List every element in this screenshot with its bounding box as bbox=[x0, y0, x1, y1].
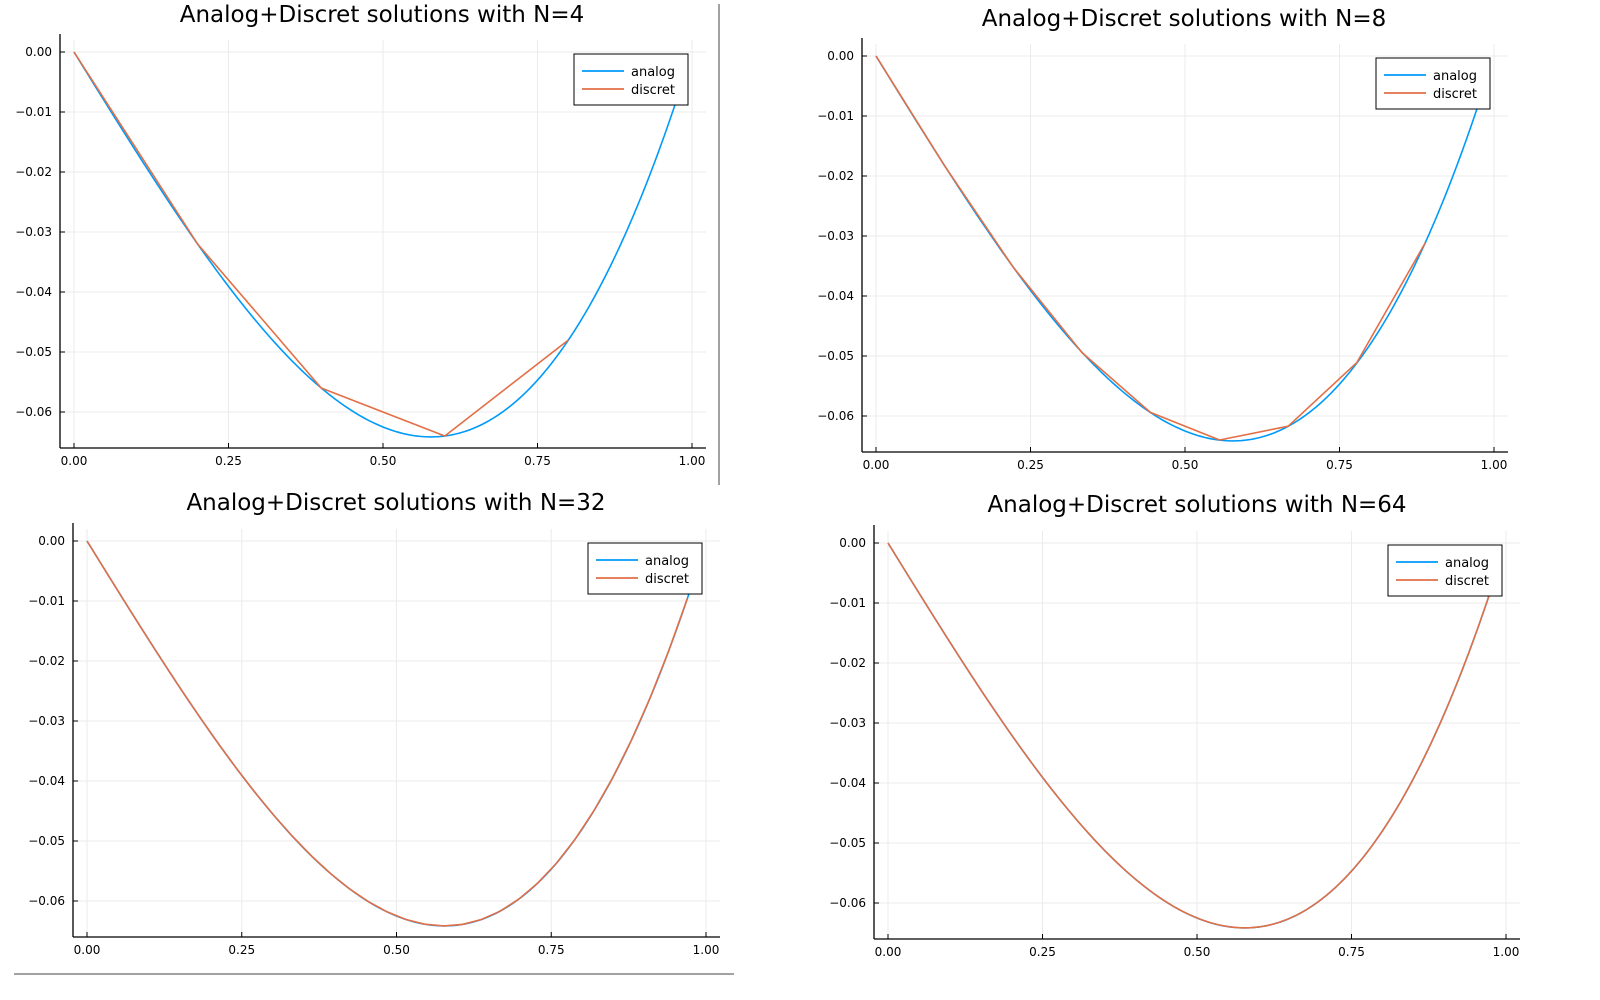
x-tick-label: 0.75 bbox=[538, 943, 565, 957]
y-tick-label: −0.01 bbox=[817, 109, 854, 123]
x-tick-label: 0.00 bbox=[863, 458, 890, 472]
x-tick-label: 0.50 bbox=[1172, 458, 1199, 472]
series-line-analog bbox=[86, 540, 701, 927]
series-line-analog bbox=[887, 542, 1501, 929]
plot-title: Analog+Discret solutions with N=64 bbox=[987, 492, 1406, 518]
y-tick-label: −0.04 bbox=[28, 774, 65, 788]
subplot-3: Analog+Discret solutions with N=32 0.00 0.… bbox=[28, 490, 720, 957]
y-tick-label: −0.01 bbox=[15, 105, 52, 119]
y-tick-label: 0.00 bbox=[827, 49, 854, 63]
y-tick-label: −0.01 bbox=[28, 594, 65, 608]
x-tick-label: 0.00 bbox=[875, 945, 902, 959]
x-tick-label: 0.50 bbox=[370, 454, 397, 468]
x-tick-label: 1.00 bbox=[693, 943, 720, 957]
series-line-discret bbox=[887, 542, 1498, 929]
x-tick-label: 0.25 bbox=[228, 943, 255, 957]
subplot-4: Analog+Discret solutions with N=64 0.00 0.… bbox=[829, 492, 1520, 959]
x-tick-label: 1.00 bbox=[1481, 458, 1508, 472]
series-line-discret bbox=[73, 51, 569, 437]
plot-title: Analog+Discret solutions with N=32 bbox=[186, 490, 605, 516]
y-tick-label: −0.03 bbox=[829, 716, 866, 730]
y-tick-label: −0.03 bbox=[15, 225, 52, 239]
x-tick-label: 0.75 bbox=[1338, 945, 1365, 959]
y-tick-label: −0.05 bbox=[817, 349, 854, 363]
series-line-discret bbox=[86, 540, 689, 927]
x-tick-label: 0.50 bbox=[1184, 945, 1211, 959]
legend-box bbox=[587, 542, 703, 595]
y-tick-label: −0.06 bbox=[817, 409, 854, 423]
subplot-2: Analog+Discret solutions with N=8 0.00 0.2… bbox=[817, 6, 1508, 472]
y-tick-label: −0.04 bbox=[817, 289, 854, 303]
y-tick-label: −0.06 bbox=[15, 405, 52, 419]
legend-label-analog: analog bbox=[645, 554, 689, 569]
y-tick-label: −0.05 bbox=[829, 836, 866, 850]
y-tick-label: −0.02 bbox=[829, 656, 866, 670]
y-tick-label: −0.02 bbox=[817, 169, 854, 183]
legend-label-analog: analog bbox=[1445, 556, 1489, 571]
x-tick-label: 1.00 bbox=[1493, 945, 1520, 959]
y-tick-label: −0.03 bbox=[817, 229, 854, 243]
legend-box bbox=[573, 53, 689, 106]
x-tick-label: 0.75 bbox=[1326, 458, 1353, 472]
y-tick-label: −0.02 bbox=[15, 165, 52, 179]
x-tick-label: 0.25 bbox=[215, 454, 242, 468]
y-tick-label: −0.05 bbox=[28, 834, 65, 848]
legend-label-analog: analog bbox=[1433, 69, 1477, 84]
x-tick-label: 0.75 bbox=[524, 454, 551, 468]
legend: analog discret bbox=[1387, 544, 1503, 597]
legend-label-discret: discret bbox=[1433, 87, 1477, 102]
plot-title: Analog+Discret solutions with N=8 bbox=[982, 6, 1387, 32]
y-tick-label: 0.00 bbox=[839, 536, 866, 550]
y-tick-label: −0.06 bbox=[829, 896, 866, 910]
y-tick-label: 0.00 bbox=[25, 45, 52, 59]
legend-label-discret: discret bbox=[645, 572, 689, 587]
x-tick-label: 0.25 bbox=[1017, 458, 1044, 472]
y-tick-label: −0.02 bbox=[28, 654, 65, 668]
y-tick-label: −0.05 bbox=[15, 345, 52, 359]
y-tick-label: −0.04 bbox=[829, 776, 866, 790]
legend-label-discret: discret bbox=[1445, 574, 1489, 589]
x-tick-label: 1.00 bbox=[679, 454, 706, 468]
legend: analog discret bbox=[1375, 57, 1491, 110]
y-tick-label: 0.00 bbox=[38, 534, 65, 548]
x-tick-label: 0.50 bbox=[383, 943, 410, 957]
y-tick-label: −0.04 bbox=[15, 285, 52, 299]
x-tick-label: 0.00 bbox=[61, 454, 88, 468]
y-tick-label: −0.06 bbox=[28, 894, 65, 908]
legend-label-analog: analog bbox=[631, 65, 675, 80]
legend: analog discret bbox=[573, 53, 689, 106]
legend-label-discret: discret bbox=[631, 83, 675, 98]
series-line-analog bbox=[875, 55, 1489, 442]
subplot-1: Analog+Discret solutions with N=4 0.00 0.2… bbox=[15, 2, 706, 468]
x-tick-label: 0.25 bbox=[1029, 945, 1056, 959]
y-tick-label: −0.01 bbox=[829, 596, 866, 610]
legend: analog discret bbox=[587, 542, 703, 595]
legend-box bbox=[1375, 57, 1491, 110]
series-line-discret bbox=[875, 55, 1427, 441]
legend-box bbox=[1387, 544, 1503, 597]
plot-title: Analog+Discret solutions with N=4 bbox=[180, 2, 585, 28]
y-tick-label: −0.03 bbox=[28, 714, 65, 728]
series-line-analog bbox=[73, 51, 687, 438]
x-tick-label: 0.00 bbox=[74, 943, 101, 957]
